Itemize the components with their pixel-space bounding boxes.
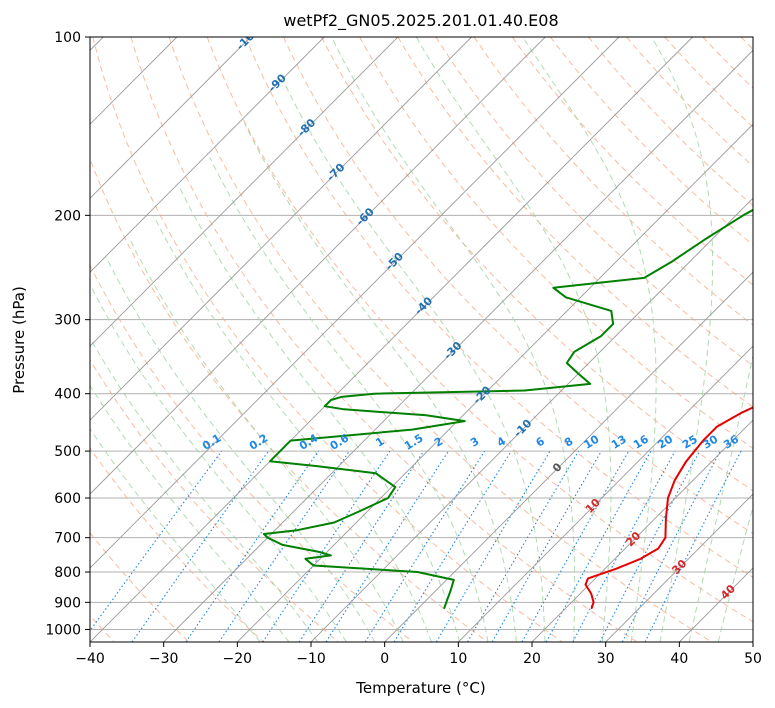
y-tick-label: 300	[54, 313, 81, 329]
x-axis-title: Temperature (°C)	[355, 679, 485, 697]
moist-adiabat-line	[522, 37, 657, 642]
sounding-series	[262, 208, 753, 609]
mixing-ratio-line	[325, 450, 449, 642]
mixing-ratio-line	[185, 450, 319, 642]
dry-adiabat-line	[511, 37, 753, 286]
isotherm-line	[90, 37, 693, 642]
y-axis: 100 200 300 400 500 600 700 800 900 1000	[45, 30, 90, 638]
isotherm-line	[531, 419, 753, 642]
moist-adiabat-line	[179, 187, 461, 642]
y-tick-label: 400	[54, 387, 81, 403]
moist-adiabat-line	[688, 352, 753, 642]
x-tick-label: 30	[597, 651, 615, 667]
moist-adiabat-line	[331, 37, 576, 642]
dry-adiabat-line	[168, 37, 712, 642]
y-tick-label: 700	[54, 531, 81, 547]
isotherm-line	[237, 123, 753, 642]
isotherm-line	[384, 271, 753, 642]
dry-adiabat-line	[90, 447, 264, 642]
moist-adiabat-line	[209, 157, 489, 642]
moist-adiabat-line	[90, 427, 261, 642]
moist-adiabat-line	[284, 83, 546, 642]
dry-adiabat-line	[90, 157, 488, 642]
pressure-gridlines	[90, 37, 753, 630]
x-tick-label: −40	[75, 651, 105, 667]
isotherms	[90, 37, 753, 642]
mixing-ratio-line	[90, 450, 223, 632]
moist-adiabat-line	[129, 239, 404, 642]
dry-adiabat-line	[550, 37, 753, 246]
mixing-ratio-line	[262, 450, 391, 642]
moist-adiabat-line	[90, 283, 347, 642]
y-tick-label: 100	[54, 30, 81, 46]
x-tick-label: −20	[223, 651, 253, 667]
x-tick-label: 50	[744, 651, 762, 667]
y-tick-label: 500	[54, 444, 81, 460]
y-tick-label: 1000	[45, 622, 81, 638]
isotherm-line	[90, 37, 546, 495]
isotherm-line	[310, 197, 753, 642]
isotherm-line	[90, 37, 472, 421]
x-tick-label: 10	[449, 651, 467, 667]
moist-adiabat-line	[105, 256, 376, 642]
moist-adiabat-line	[415, 37, 612, 642]
y-tick-label: 600	[54, 491, 81, 507]
x-tick-label: −10	[296, 651, 326, 667]
isotherm-line	[90, 37, 399, 347]
dry-adiabat-line	[397, 37, 753, 408]
dry-adiabat-line	[435, 37, 753, 367]
mixing-ratio-line	[218, 450, 350, 642]
isotherm-line	[90, 37, 620, 569]
moist-adiabats	[90, 37, 753, 642]
y-tick-label: 900	[54, 595, 81, 611]
moist-adiabat-line	[90, 384, 290, 642]
dry-adiabat-line	[90, 532, 190, 642]
temperature-profile-line	[584, 406, 753, 609]
isotherm-line	[90, 37, 325, 273]
x-tick-label: 0	[380, 651, 389, 667]
mixing-ratio-line	[298, 450, 425, 642]
isotherm-line	[163, 49, 753, 642]
x-tick-label: 20	[523, 651, 541, 667]
dry-adiabat-line	[283, 37, 753, 535]
isotherm-line	[90, 37, 251, 199]
y-tick-label: 200	[54, 208, 81, 224]
x-tick-label: 40	[670, 651, 688, 667]
moist-adiabat-line	[717, 504, 753, 642]
moist-adiabat-line	[244, 123, 517, 642]
mixing-ratio-line	[644, 450, 742, 642]
x-tick-label: −30	[149, 651, 179, 667]
isotherm-line	[605, 493, 753, 642]
dewpoint-profile-line	[262, 208, 753, 609]
dry-adiabat-line	[206, 37, 753, 623]
mixing-ratio-line	[521, 450, 630, 642]
y-axis-title: Pressure (hPa)	[10, 286, 28, 394]
x-axis: −40 −30 −20 −10 0 10 20 30 40 50	[75, 642, 762, 667]
mixing-ratio-line	[545, 450, 652, 642]
moist-adiabat-line	[651, 37, 714, 642]
chart-title: wetPf2_GN05.2025.201.01.40.E08	[283, 11, 558, 31]
y-tick-label: 800	[54, 565, 81, 581]
moist-adiabat-line	[153, 215, 432, 642]
dry-adiabat-line	[90, 358, 339, 642]
mixing-ratio-line	[572, 450, 676, 642]
isotherm-line	[458, 345, 753, 642]
moist-adiabat-line	[90, 336, 319, 642]
plot-frame	[89, 36, 754, 643]
dry-adiabat-line	[244, 37, 753, 578]
mixing-ratio-line	[393, 450, 512, 642]
